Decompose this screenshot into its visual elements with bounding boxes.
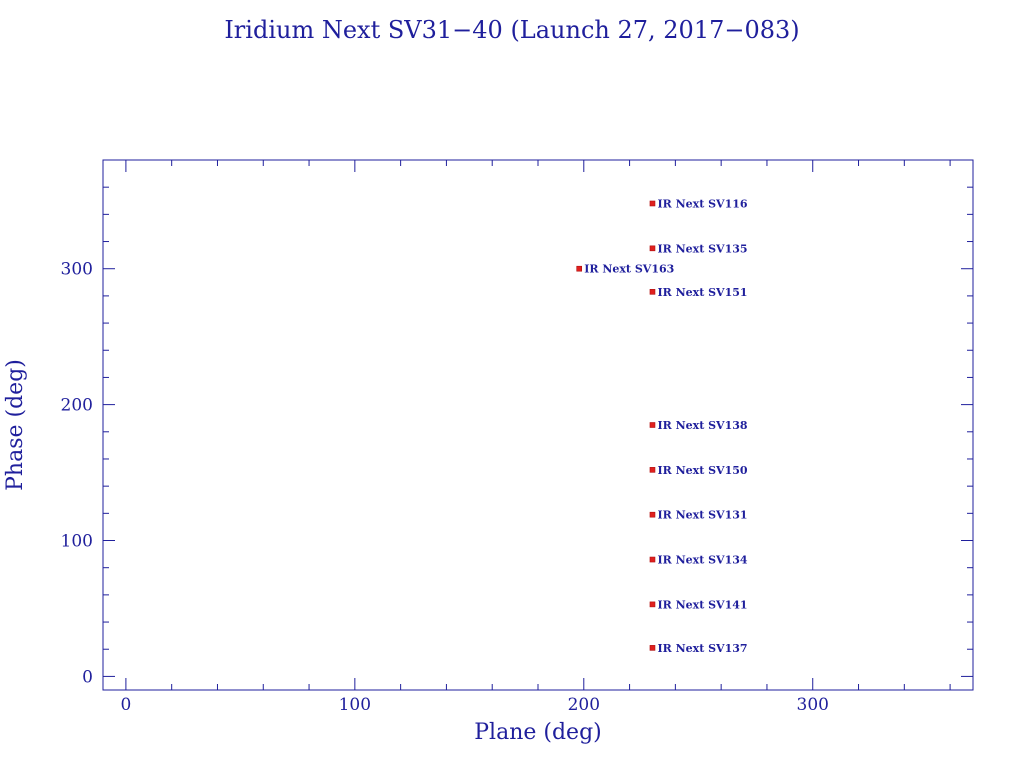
point-marker: [649, 289, 656, 295]
data-points: IR Next SV116 IR Next SV135 IR Next SV163 I…: [576, 197, 748, 655]
point-label: IR Next SV141: [657, 598, 747, 611]
data-point: IR Next SV163: [576, 263, 674, 276]
y-axis-label: Phase (deg): [3, 359, 28, 491]
point-label: IR Next SV150: [657, 464, 747, 477]
x-tick-label: 0: [120, 695, 131, 715]
chart-title: Iridium Next SV31−40 (Launch 27, 2017−08…: [224, 16, 799, 44]
point-label: IR Next SV151: [657, 286, 747, 299]
x-tick-label: 300: [797, 695, 829, 715]
point-label: IR Next SV163: [584, 263, 674, 276]
x-tick-label: 200: [568, 695, 600, 715]
point-marker: [649, 245, 656, 252]
data-point: IR Next SV141: [649, 598, 748, 611]
data-point: IR Next SV151: [649, 286, 748, 299]
data-point: IR Next SV134: [649, 554, 748, 567]
y-tick-label: 300: [61, 260, 93, 280]
data-point: IR Next SV138: [649, 419, 748, 432]
point-marker: [649, 601, 656, 608]
data-point: IR Next SV116: [649, 197, 748, 210]
data-point: IR Next SV137: [649, 642, 748, 655]
x-axis-label: Plane (deg): [474, 720, 602, 745]
point-marker: [576, 265, 583, 272]
plot-frame: [102, 159, 974, 691]
point-label: IR Next SV135: [657, 242, 747, 255]
y-tick-label: 100: [61, 532, 93, 552]
point-marker: [649, 645, 656, 651]
point-marker: [649, 200, 656, 207]
point-label: IR Next SV134: [657, 554, 747, 567]
y-tick-label: 200: [61, 396, 93, 416]
point-label: IR Next SV131: [657, 509, 747, 522]
data-point: IR Next SV150: [649, 464, 748, 477]
x-tick-label: 100: [339, 695, 371, 715]
point-marker: [649, 422, 656, 428]
point-marker: [649, 511, 656, 518]
point-marker: [649, 556, 656, 563]
point-marker: [649, 467, 656, 473]
data-point: IR Next SV135: [649, 242, 748, 255]
point-label: IR Next SV138: [657, 419, 747, 432]
data-point: IR Next SV131: [649, 509, 748, 522]
y-tick-label: 0: [82, 667, 93, 687]
point-label: IR Next SV116: [657, 197, 747, 210]
axis-ticks: [103, 159, 973, 690]
axis-tick-labels: 0 100 200 300 0 100 200 300: [61, 260, 829, 715]
point-label: IR Next SV137: [657, 642, 747, 655]
